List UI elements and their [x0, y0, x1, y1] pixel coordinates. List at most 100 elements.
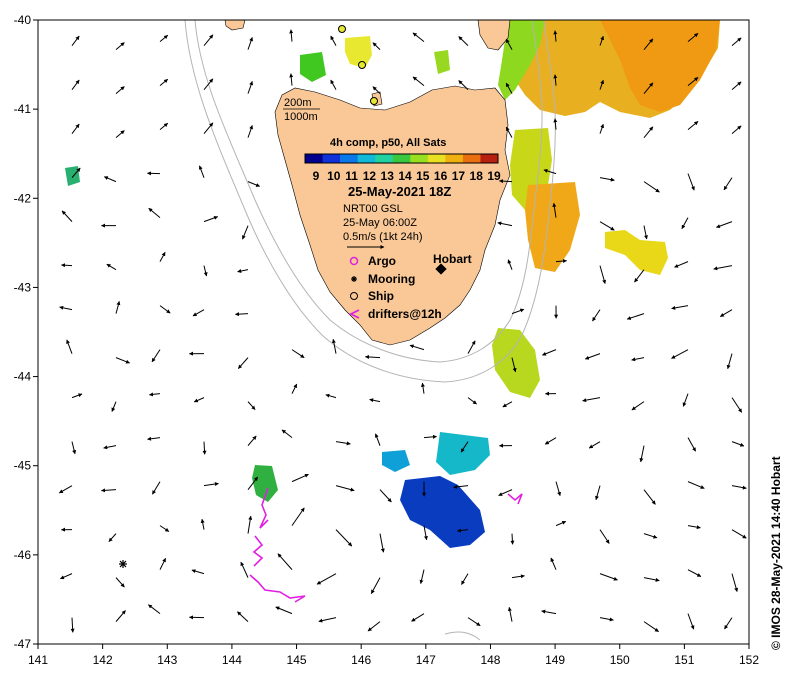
colorbar-tick-label: 14	[398, 169, 412, 183]
x-tick-label: 147	[416, 653, 436, 667]
current-arrow	[237, 357, 249, 369]
current-arrow	[731, 485, 747, 490]
current-arrow	[502, 401, 513, 408]
colorbar-segment	[322, 154, 341, 163]
current-arrow	[541, 609, 557, 615]
city-label: Hobart	[433, 252, 472, 266]
current-arrow	[497, 221, 513, 227]
current-arrow	[235, 312, 249, 317]
current-arrow	[247, 476, 259, 490]
current-arrow	[553, 118, 558, 130]
current-arrow	[71, 35, 80, 46]
current-arrow	[291, 349, 305, 359]
current-arrow	[643, 489, 656, 505]
current-arrow	[731, 573, 739, 592]
flinders-island	[477, 20, 511, 51]
hobart-marker	[435, 263, 447, 275]
current-arrow	[370, 577, 381, 594]
current-arrow	[681, 217, 689, 230]
current-arrow	[365, 355, 381, 360]
y-tick-label: -45	[14, 459, 32, 473]
current-arrow	[192, 309, 205, 317]
current-arrow	[198, 165, 205, 178]
isobath-1000m-line	[184, 20, 556, 383]
sst-patch-ne-green	[498, 20, 545, 100]
current-arrow	[731, 441, 745, 447]
mooring-legend-icon	[351, 276, 357, 282]
sst-patch-bass-strait	[345, 36, 372, 68]
current-arrow	[106, 263, 117, 271]
current-arrow	[240, 561, 249, 578]
current-arrow	[159, 122, 169, 131]
mooring-legend-label: Mooring	[368, 272, 415, 286]
current-arrow	[505, 126, 513, 138]
sst-patch-ne-orange	[600, 20, 720, 112]
current-arrow	[149, 392, 161, 397]
current-arrow	[335, 441, 351, 446]
current-arrow	[423, 434, 437, 439]
current-arrow	[726, 353, 733, 370]
current-arrow	[291, 383, 298, 394]
current-arrow	[582, 397, 601, 403]
current-arrow	[111, 401, 117, 412]
current-arrow	[643, 38, 654, 50]
current-arrow	[203, 482, 219, 487]
current-arrow	[458, 36, 469, 46]
marker-legend: Argo Mooring Ship drifters@12h	[348, 254, 442, 321]
current-arrow	[70, 617, 75, 633]
colorbar-segment	[410, 154, 429, 163]
x-tick-label: 152	[739, 653, 759, 667]
current-arrow	[687, 525, 701, 530]
current-arrow	[374, 433, 381, 446]
current-arrow	[550, 557, 557, 570]
current-arrow	[148, 207, 161, 219]
current-arrow	[592, 309, 601, 322]
colorbar-frame	[304, 153, 499, 164]
colorbar-tick-label: 9	[313, 169, 320, 183]
current-arrow	[103, 445, 117, 450]
isobath-200m-line	[194, 20, 543, 363]
current-arrow	[291, 473, 309, 483]
colorbar-tick-label: 18	[470, 169, 484, 183]
current-arrow	[634, 269, 645, 283]
current-arrow	[289, 73, 294, 86]
ship-legend-label: Ship	[368, 289, 394, 303]
x-tick-label: 144	[222, 653, 242, 667]
current-arrow	[544, 437, 557, 445]
current-arrow	[499, 179, 513, 184]
current-arrow	[200, 518, 205, 530]
current-arrow	[275, 606, 293, 615]
current-arrow	[71, 167, 81, 178]
mooring-marker	[119, 560, 127, 568]
colorbar-segment	[445, 154, 464, 163]
current-arrow	[643, 533, 658, 539]
colorbar-segment	[480, 154, 499, 163]
current-arrow	[369, 398, 381, 403]
current-arrow	[419, 569, 425, 584]
current-arrow	[151, 349, 161, 363]
current-arrow	[682, 393, 689, 407]
current-arrow	[671, 349, 689, 359]
current-arrow	[467, 340, 476, 354]
current-arrow	[115, 301, 121, 314]
composite-label: 4h comp, p50, All Sats	[330, 137, 446, 149]
current-arrow	[203, 34, 214, 46]
current-arrow	[247, 81, 253, 94]
drifters-legend-label: drifters@12h	[368, 307, 442, 321]
current-arrow	[367, 621, 381, 632]
colorbar-segment	[462, 154, 481, 163]
current-arrow	[511, 308, 525, 315]
current-arrow	[330, 35, 337, 46]
current-arrow	[498, 489, 513, 496]
current-arrow	[115, 357, 130, 364]
x-axis: 141 142 143 144 145 146 147 148 149 150 151 152	[28, 644, 759, 667]
current-arrow	[115, 610, 126, 622]
x-tick-label: 150	[610, 653, 630, 667]
colorbar-segment	[375, 154, 394, 163]
x-tick-label: 145	[287, 653, 307, 667]
current-arrow	[505, 38, 513, 50]
current-arrow	[599, 35, 604, 46]
current-arrow	[631, 357, 645, 362]
current-arrow	[687, 173, 695, 191]
current-arrow	[599, 177, 615, 182]
